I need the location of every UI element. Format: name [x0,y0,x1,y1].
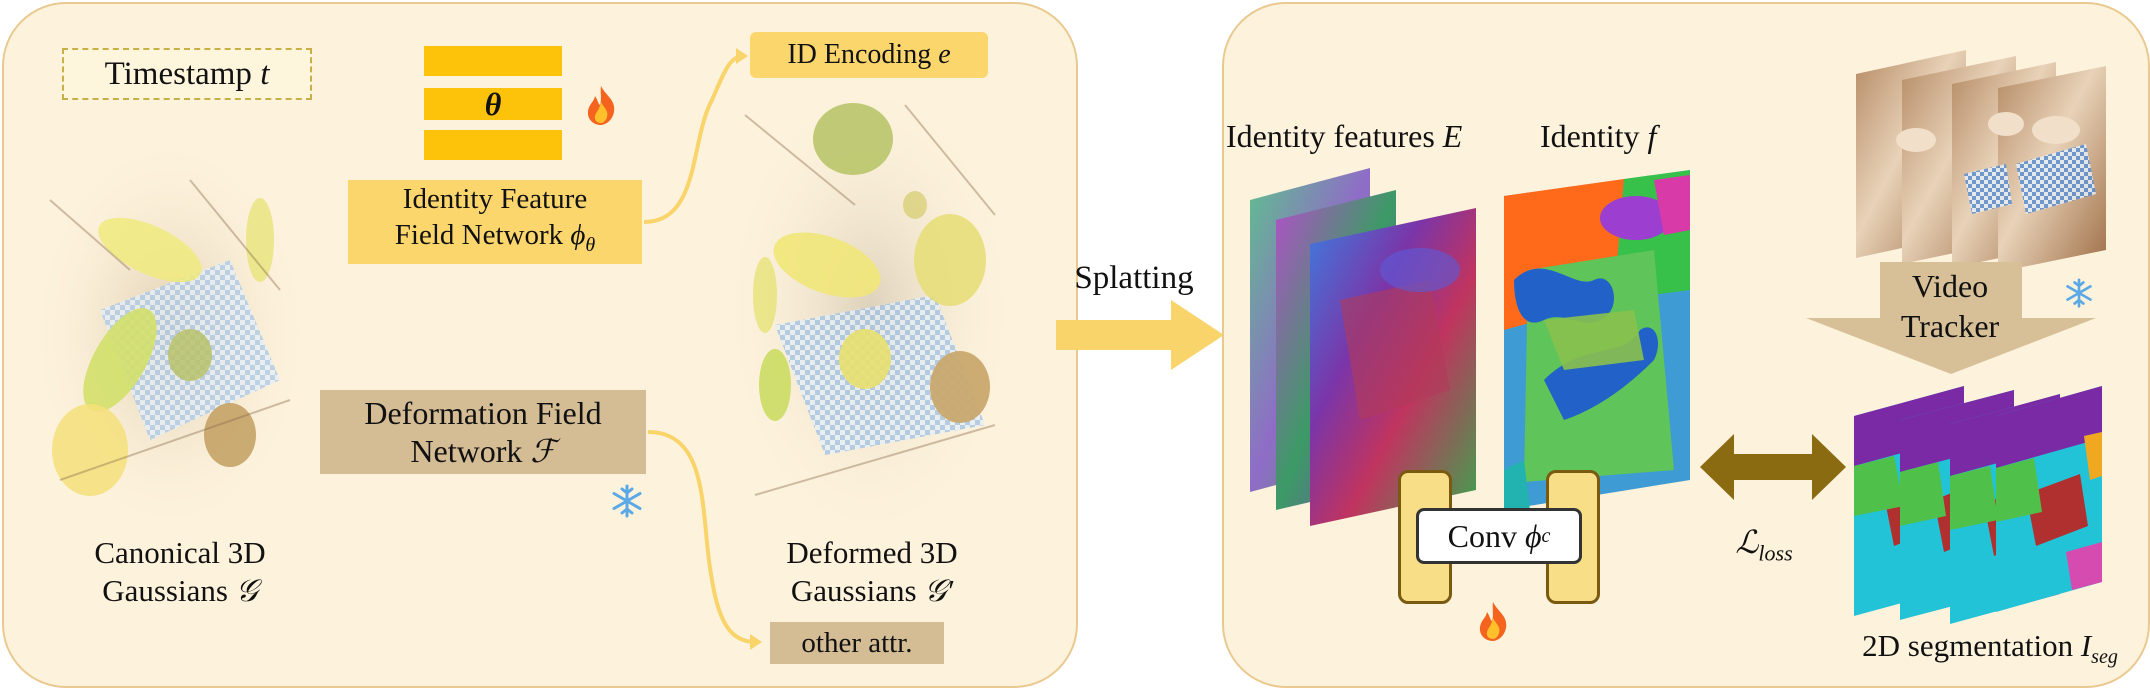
loss-subscript: loss [1758,540,1793,566]
theta-bar-middle: θ [424,86,562,122]
canonical-line2: Gaussians [102,573,228,608]
conv-symbol: ϕ [1524,518,1542,554]
splatting-arrow [1056,300,1224,370]
snowflake-icon [612,484,642,518]
identity-text: Identity [1540,118,1640,154]
segmentation-label: 2D segmentation Iseg [1850,626,2130,677]
loss-arrow [1700,434,1846,500]
identity-features-symbol: E [1442,118,1463,154]
identity-features-text: Identity features [1226,118,1435,154]
canonical-symbol: 𝒢 [235,573,258,608]
theta-bar-top [424,46,562,76]
segmentation-subscript: seg [2091,646,2118,669]
deformation-line2: Network [410,433,523,469]
canonical-label: Canonical 3D Gaussians 𝒢 [50,534,310,610]
deformed-line1: Deformed 3D [786,535,958,570]
segmentation-symbol: I [2080,628,2092,663]
identity-network-subscript: θ [585,233,596,256]
id-encoding-box: ID Encoding e [750,32,988,78]
deformation-line1: Deformation Field [364,395,602,431]
snowflake-icon [2066,278,2092,308]
deformation-symbol: ℱ [530,433,556,469]
fire-icon [587,86,615,125]
segmentation-text: 2D segmentation [1862,628,2074,663]
theta-bar-bottom [424,130,562,160]
deformed-label: Deformed 3D Gaussians 𝒢′ [742,534,1002,610]
loss-label: ℒloss [1714,522,1814,573]
identity-features-stack [1250,168,1476,526]
identity-map [1504,170,1690,510]
timestamp-box: Timestamp t [62,48,312,100]
theta-symbol: θ [484,86,502,122]
splatting-label: Splatting [1074,260,1194,296]
conv-subscript: c [1541,525,1551,547]
deformed-line2: Gaussians [790,573,917,608]
identity-network-line2: Field Network [394,219,564,252]
identity-features-label: Identity features E [1226,116,1512,156]
id-encoding-symbol: e [938,39,951,70]
identity-symbol: f [1647,118,1657,154]
deformed-gaussians-image [735,95,1005,525]
identity-network-symbol: ϕ [570,219,586,252]
video-tracker-arrow [1806,262,2096,374]
video-tracker-line1: Video [1911,268,1989,304]
deformed-symbol: 𝒢′ [924,573,954,608]
deformation-network-box: Deformation Field Network ℱ [320,390,646,474]
video-tracker-label: Video Tracker [1880,266,2020,346]
canonical-gaussians-image [40,150,300,520]
identity-network-line1: Identity Feature [402,183,588,216]
identity-network-box: Identity Feature Field Network ϕθ [348,180,642,264]
canonical-line1: Canonical 3D [94,535,266,570]
other-attr-box: other attr. [770,622,944,664]
video-tracker-line2: Tracker [1900,308,2000,344]
conv-label: Conv [1447,518,1517,554]
timestamp-label: Timestamp [104,56,252,92]
other-attr-label: other attr. [801,627,913,659]
video-frames-stack [1856,50,2106,272]
segmentation-stack [1854,386,2102,624]
id-encoding-label: ID Encoding [787,39,932,70]
loss-symbol: ℒ [1735,524,1759,560]
identity-label: Identity f [1540,116,1700,156]
timestamp-symbol: t [260,56,270,92]
fire-icon [1479,602,1507,641]
